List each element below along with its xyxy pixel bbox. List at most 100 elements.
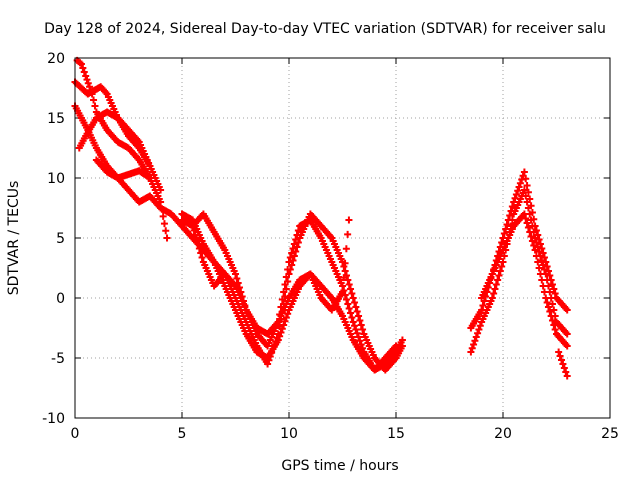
data-point bbox=[490, 290, 498, 297]
data-point bbox=[514, 187, 522, 195]
data-point bbox=[542, 294, 550, 302]
y-tick-label: 20 bbox=[47, 51, 65, 67]
series-track-i bbox=[467, 168, 571, 332]
data-point bbox=[528, 222, 536, 230]
data-point bbox=[77, 60, 85, 68]
y-tick-label: 5 bbox=[56, 231, 65, 247]
data-point bbox=[344, 230, 352, 238]
data-point bbox=[522, 192, 530, 200]
data-point bbox=[293, 231, 301, 239]
data-point bbox=[546, 308, 554, 315]
data-point bbox=[88, 90, 96, 98]
data-point bbox=[343, 296, 351, 303]
data-point bbox=[341, 267, 349, 275]
data-point bbox=[86, 83, 94, 91]
data-point bbox=[544, 303, 552, 311]
data-point bbox=[495, 272, 503, 279]
data-point bbox=[189, 222, 197, 230]
data-point bbox=[476, 322, 484, 330]
data-point bbox=[500, 230, 508, 237]
data-point bbox=[563, 372, 571, 380]
data-point bbox=[194, 240, 202, 248]
data-point bbox=[294, 227, 302, 234]
data-point bbox=[547, 312, 555, 320]
data-point bbox=[90, 96, 98, 104]
data-point bbox=[276, 332, 284, 340]
data-point bbox=[195, 245, 203, 252]
x-tick-label: 20 bbox=[494, 426, 512, 442]
data-point bbox=[538, 276, 546, 284]
data-point bbox=[551, 290, 559, 297]
data-point bbox=[280, 288, 288, 296]
series-track-d bbox=[75, 108, 154, 170]
data-point bbox=[488, 294, 496, 302]
data-point bbox=[526, 228, 534, 236]
series-track-k bbox=[478, 210, 571, 350]
data-point bbox=[264, 360, 272, 368]
data-point bbox=[548, 317, 556, 324]
data-point bbox=[348, 314, 356, 321]
data-point bbox=[341, 259, 349, 267]
data-point bbox=[398, 336, 406, 344]
data-point bbox=[536, 270, 544, 278]
data-point bbox=[356, 337, 364, 345]
data-point bbox=[539, 282, 547, 290]
data-point bbox=[491, 285, 499, 293]
data-point bbox=[494, 276, 502, 284]
grid-lines bbox=[75, 58, 610, 418]
data-point bbox=[80, 68, 88, 76]
data-point bbox=[87, 86, 95, 94]
data-point bbox=[278, 325, 286, 333]
data-point bbox=[190, 227, 198, 234]
data-point bbox=[548, 300, 556, 308]
data-point bbox=[472, 333, 480, 341]
data-point bbox=[522, 175, 530, 183]
series-track-c bbox=[73, 56, 171, 242]
data-point bbox=[550, 306, 558, 314]
data-point bbox=[551, 326, 559, 333]
data-point bbox=[357, 321, 365, 329]
data-point bbox=[535, 248, 543, 255]
y-tick-label: 15 bbox=[47, 111, 65, 127]
data-point bbox=[159, 212, 167, 220]
data-point bbox=[392, 342, 400, 350]
plot-frame bbox=[74, 57, 611, 419]
data-point bbox=[534, 258, 542, 266]
data-point bbox=[282, 314, 290, 321]
data-point bbox=[281, 281, 289, 288]
data-point bbox=[546, 272, 554, 279]
data-point bbox=[348, 290, 356, 297]
data-point bbox=[492, 281, 500, 288]
data-point bbox=[282, 273, 290, 281]
y-axis-label: SDTVAR / TECUs bbox=[6, 181, 22, 296]
data-point bbox=[543, 299, 551, 306]
data-point bbox=[540, 266, 548, 273]
data-point bbox=[340, 274, 348, 282]
data-point bbox=[146, 162, 154, 170]
x-tick-label: 5 bbox=[178, 426, 187, 442]
y-tick-label: -10 bbox=[42, 411, 65, 427]
y-tick-label: 10 bbox=[47, 171, 65, 187]
data-point bbox=[233, 275, 241, 282]
data-point bbox=[342, 245, 350, 253]
data-point bbox=[344, 276, 352, 284]
data-point bbox=[562, 368, 570, 376]
data-point bbox=[522, 215, 530, 222]
data-point bbox=[530, 242, 538, 249]
series-track-h bbox=[189, 216, 353, 338]
data-point bbox=[352, 326, 360, 333]
data-point bbox=[359, 344, 367, 352]
data-point bbox=[523, 219, 531, 227]
data-point bbox=[531, 246, 539, 254]
data-point bbox=[357, 341, 365, 348]
data-point bbox=[79, 64, 87, 72]
data-point bbox=[349, 318, 357, 326]
data-point bbox=[82, 72, 90, 80]
data-point bbox=[349, 294, 357, 302]
series-track-e bbox=[92, 156, 154, 182]
data-point bbox=[280, 321, 288, 329]
data-point bbox=[520, 186, 528, 194]
data-point bbox=[563, 342, 571, 350]
data-points bbox=[71, 56, 571, 380]
